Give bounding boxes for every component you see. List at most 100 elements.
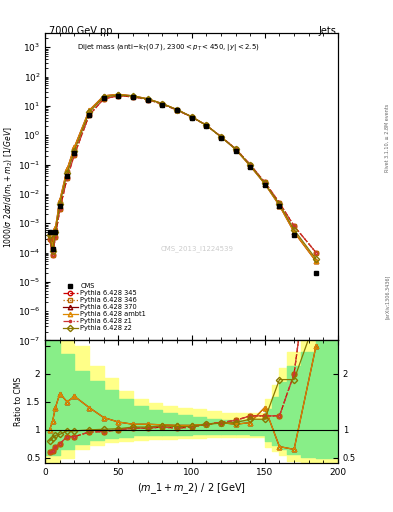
Pythia 6.428 346 (219, 134, 223, 140)
Pythia 6.428 370 (87, 108, 92, 114)
CMS (47, 229, 52, 235)
Pythia 6.428 370 (145, 96, 150, 102)
Pythia 6.428 ambt1 (65, 166, 70, 172)
CMS (131, 94, 136, 100)
Pythia 6.428 ambt1 (131, 93, 136, 99)
Pythia 6.428 346 (314, 249, 318, 255)
CMS (314, 270, 318, 276)
CMS (53, 229, 58, 235)
Pythia 6.428 ambt1 (174, 106, 179, 113)
Pythia 6.428 345 (131, 94, 136, 100)
Pythia 6.428 z1 (65, 175, 70, 181)
Text: 7000 GeV pp: 7000 GeV pp (49, 26, 113, 36)
CMS (248, 164, 253, 170)
Pythia 6.428 ambt1 (292, 229, 296, 235)
Pythia 6.428 z1 (204, 122, 209, 129)
Pythia 6.428 346 (292, 223, 296, 229)
Pythia 6.428 ambt1 (50, 244, 55, 250)
Pythia 6.428 z1 (145, 96, 150, 102)
Pythia 6.428 345 (72, 152, 77, 158)
CMS (233, 147, 238, 154)
Line: Pythia 6.428 345: Pythia 6.428 345 (48, 94, 318, 258)
Pythia 6.428 ambt1 (87, 108, 92, 114)
Pythia 6.428 345 (50, 252, 55, 259)
Pythia 6.428 370 (57, 197, 62, 203)
Pythia 6.428 346 (50, 252, 55, 259)
Pythia 6.428 z1 (101, 96, 106, 102)
Line: Pythia 6.428 z1: Pythia 6.428 z1 (48, 94, 318, 258)
Pythia 6.428 z1 (116, 93, 121, 99)
Y-axis label: Ratio to CMS: Ratio to CMS (14, 377, 23, 426)
Pythia 6.428 346 (174, 107, 179, 113)
Pythia 6.428 370 (204, 122, 209, 129)
Pythia 6.428 ambt1 (263, 181, 267, 187)
Pythia 6.428 370 (116, 91, 121, 97)
Pythia 6.428 346 (72, 152, 77, 158)
CMS (277, 202, 282, 208)
Pythia 6.428 345 (204, 122, 209, 129)
Pythia 6.428 z1 (233, 145, 238, 152)
Pythia 6.428 z2 (47, 232, 52, 238)
Pythia 6.428 346 (277, 200, 282, 206)
CMS (87, 112, 92, 118)
Pythia 6.428 345 (219, 134, 223, 140)
Pythia 6.428 370 (160, 100, 165, 106)
Pythia 6.428 345 (277, 200, 282, 206)
Pythia 6.428 z2 (160, 101, 165, 107)
Pythia 6.428 ambt1 (72, 144, 77, 150)
Pythia 6.428 345 (314, 249, 318, 255)
Pythia 6.428 345 (87, 112, 92, 118)
Pythia 6.428 z2 (116, 92, 121, 98)
Pythia 6.428 370 (292, 229, 296, 235)
Pythia 6.428 z2 (53, 229, 58, 235)
Pythia 6.428 346 (248, 161, 253, 167)
Pythia 6.428 370 (47, 229, 52, 235)
Pythia 6.428 ambt1 (101, 93, 106, 99)
Pythia 6.428 345 (233, 145, 238, 152)
CMS (57, 202, 62, 208)
Pythia 6.428 z2 (101, 94, 106, 100)
Pythia 6.428 z2 (219, 134, 223, 140)
Pythia 6.428 345 (47, 236, 52, 242)
Pythia 6.428 z2 (189, 114, 194, 120)
Pythia 6.428 346 (47, 236, 52, 242)
Pythia 6.428 ambt1 (145, 96, 150, 102)
Line: Pythia 6.428 370: Pythia 6.428 370 (48, 92, 318, 264)
Text: Jets: Jets (318, 26, 336, 36)
Pythia 6.428 ambt1 (219, 134, 223, 140)
Pythia 6.428 346 (101, 96, 106, 102)
CMS (101, 95, 106, 101)
Text: CMS_2013_I1224539: CMS_2013_I1224539 (161, 245, 234, 252)
Pythia 6.428 z2 (204, 122, 209, 129)
Line: CMS: CMS (47, 94, 318, 275)
Pythia 6.428 ambt1 (277, 202, 282, 208)
Pythia 6.428 z2 (145, 96, 150, 102)
Pythia 6.428 370 (131, 93, 136, 99)
Pythia 6.428 346 (189, 114, 194, 120)
Pythia 6.428 370 (65, 166, 70, 172)
Pythia 6.428 z2 (233, 146, 238, 152)
Pythia 6.428 z1 (57, 206, 62, 212)
Pythia 6.428 345 (145, 96, 150, 102)
Text: [arXiv:1306.3436]: [arXiv:1306.3436] (385, 275, 390, 319)
Pythia 6.428 ambt1 (47, 229, 52, 235)
Pythia 6.428 345 (65, 175, 70, 181)
Pythia 6.428 370 (233, 146, 238, 153)
CMS (65, 173, 70, 179)
Pythia 6.428 z1 (47, 236, 52, 242)
Pythia 6.428 346 (233, 145, 238, 152)
Pythia 6.428 370 (314, 258, 318, 264)
Pythia 6.428 ambt1 (57, 197, 62, 203)
Pythia 6.428 346 (87, 112, 92, 118)
Pythia 6.428 z1 (277, 200, 282, 206)
Line: Pythia 6.428 z2: Pythia 6.428 z2 (48, 93, 318, 261)
CMS (292, 232, 296, 238)
Pythia 6.428 370 (248, 163, 253, 169)
Pythia 6.428 346 (131, 94, 136, 100)
Pythia 6.428 z1 (292, 223, 296, 229)
Pythia 6.428 z1 (131, 94, 136, 100)
Pythia 6.428 z2 (72, 147, 77, 154)
Pythia 6.428 z2 (248, 162, 253, 168)
Pythia 6.428 346 (160, 101, 165, 107)
Pythia 6.428 z2 (292, 227, 296, 233)
